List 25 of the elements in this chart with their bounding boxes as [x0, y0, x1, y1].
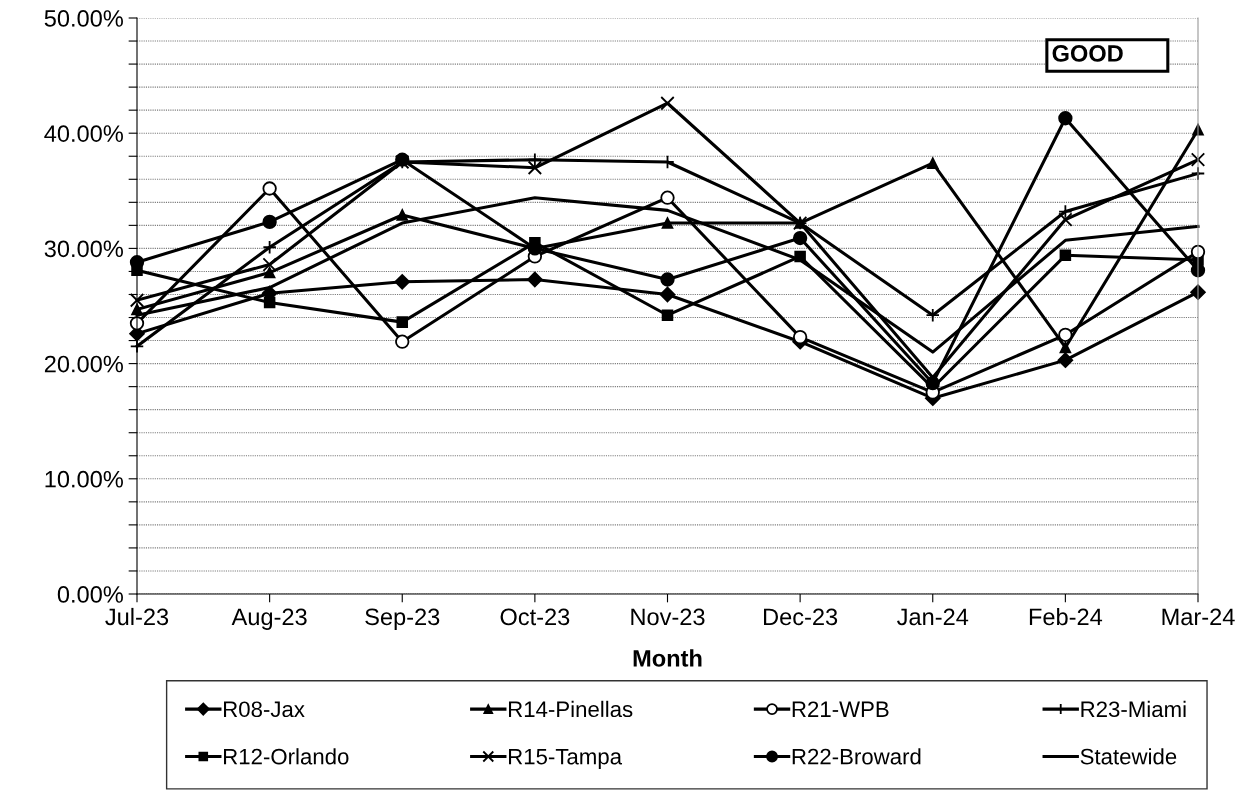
x-tick-label: Mar-24: [1162, 608, 1235, 626]
x-axis-title: Month: [633, 649, 702, 667]
y-tick-label: 30.00%: [44, 240, 123, 258]
legend-label: R23-Miami: [1081, 700, 1186, 718]
x-tick-label: Sep-23: [365, 608, 440, 630]
y-tick-label: 40.00%: [44, 125, 123, 142]
legend-label: R22-Broward: [792, 748, 921, 765]
legend-label: R12-Orlando: [224, 748, 349, 765]
annotation: GOOD: [1052, 45, 1123, 62]
x-tick-label: Jan-24: [897, 608, 969, 626]
legend-label: R15-Tampa: [508, 748, 623, 769]
legend-label: Statewide: [1080, 748, 1177, 765]
x-tick-label: Jul-23: [105, 607, 169, 626]
x-tick-label: Oct-23: [500, 608, 570, 626]
x-tick-label: Nov-23: [631, 608, 705, 626]
x-tick-label: Dec-23: [764, 608, 838, 626]
legend-label: R08-Jax: [224, 701, 305, 718]
y-tick-label: 10.00%: [45, 470, 123, 488]
x-tick-label: Feb-24: [1029, 607, 1103, 626]
y-tick-label: 50.00%: [44, 10, 123, 27]
y-tick-label: 0.00%: [57, 586, 123, 603]
y-tick-label: 20.00%: [44, 355, 123, 373]
legend-label: R21-WPB: [792, 701, 889, 717]
x-tick-label: Aug-23: [231, 608, 307, 630]
legend-label: R14-Pinellas: [508, 700, 633, 718]
